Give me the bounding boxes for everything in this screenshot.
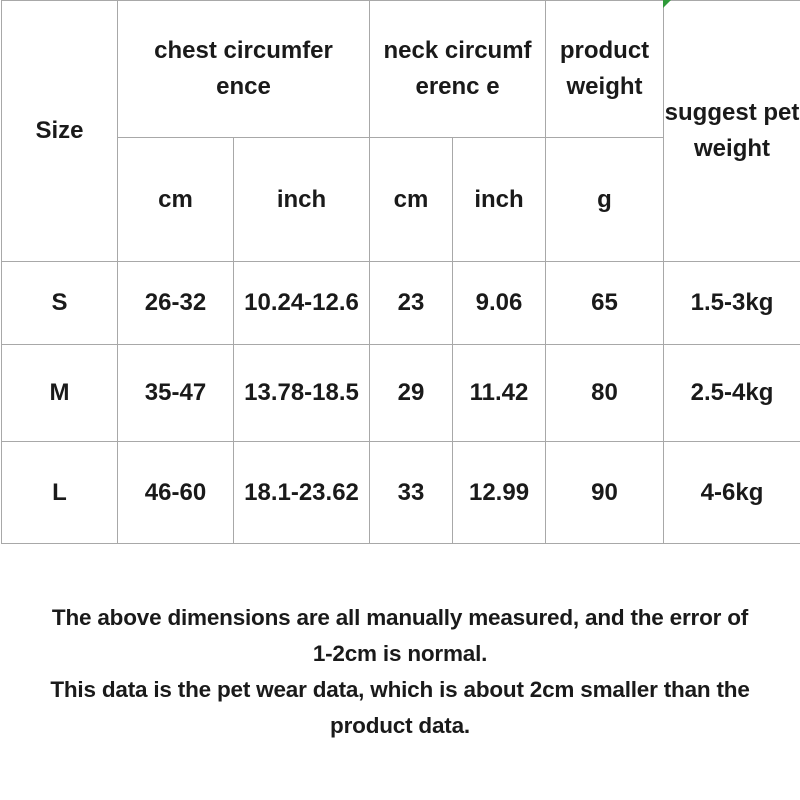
header-product-weight: product weight — [545, 0, 665, 138]
unit-chest-cm: cm — [117, 137, 234, 262]
table-row: L 46-60 18.1-23.62 33 12.99 90 4-6kg — [1, 441, 800, 544]
cell-size: M — [1, 344, 118, 442]
cell-neck-cm: 29 — [369, 344, 454, 442]
cell-neck-inch: 9.06 — [452, 261, 547, 345]
header-neck: neck circumferenc e — [369, 0, 547, 138]
unit-neck-inch: inch — [452, 137, 547, 262]
note-line: The above dimensions are all manually me… — [51, 605, 749, 630]
note-line: This data is the pet wear data, which is… — [50, 677, 750, 702]
cell-neck-inch: 12.99 — [452, 441, 547, 544]
size-chart-table: Size chest circumference neck circumfere… — [1, 0, 800, 544]
cell-weight-g: 80 — [545, 344, 665, 442]
header-suggest-pet-weight: suggest pet weight — [663, 0, 800, 262]
table-row: M 35-47 13.78-18.5 29 11.42 80 2.5-4kg — [1, 344, 800, 442]
table-row: S 26-32 10.24-12.6 23 9.06 65 1.5-3kg — [1, 261, 800, 345]
cell-weight-g: 90 — [545, 441, 665, 544]
cell-pet-weight: 2.5-4kg — [663, 344, 800, 442]
header-chest: chest circumference — [116, 0, 371, 138]
corner-marker-icon — [663, 0, 671, 8]
note-line: product data. — [330, 713, 470, 738]
cell-chest-cm: 35-47 — [117, 344, 234, 442]
cell-chest-inch: 10.24-12.6 — [232, 261, 371, 345]
cell-neck-inch: 11.42 — [452, 344, 547, 442]
cell-chest-cm: 26-32 — [117, 261, 234, 345]
cell-size: L — [1, 441, 118, 544]
cell-pet-weight: 1.5-3kg — [663, 261, 800, 345]
cell-size: S — [1, 261, 118, 345]
cell-pet-weight: 4-6kg — [663, 441, 800, 544]
note-line: 1-2cm is normal. — [312, 641, 488, 666]
unit-chest-inch: inch — [232, 137, 371, 262]
cell-weight-g: 65 — [545, 261, 665, 345]
cell-chest-inch: 13.78-18.5 — [232, 344, 371, 442]
header-size: Size — [1, 0, 118, 262]
cell-neck-cm: 23 — [369, 261, 454, 345]
unit-weight-g: g — [545, 137, 665, 262]
cell-chest-inch: 18.1-23.62 — [232, 441, 371, 544]
unit-neck-cm: cm — [369, 137, 454, 262]
cell-neck-cm: 33 — [369, 441, 454, 544]
measurement-notes: The above dimensions are all manually me… — [0, 600, 800, 744]
cell-chest-cm: 46-60 — [117, 441, 234, 544]
